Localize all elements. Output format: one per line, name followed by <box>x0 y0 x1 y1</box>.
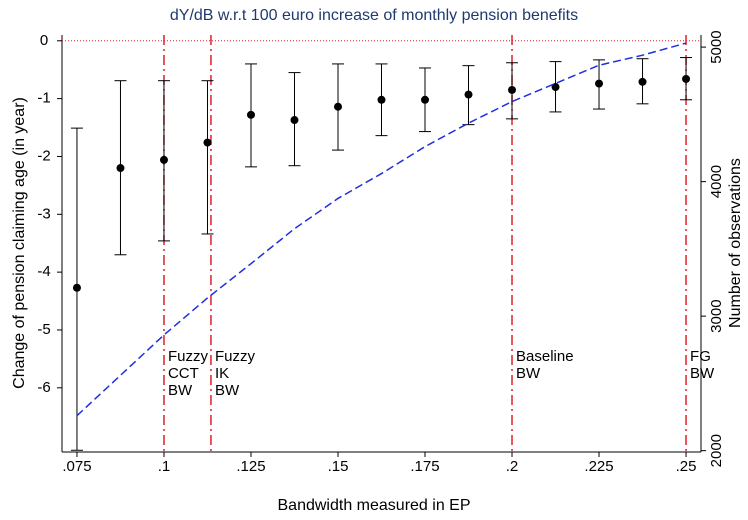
point <box>333 102 342 111</box>
y2-axis-label: Number of observations <box>727 158 744 328</box>
y2-tick-label: 4000 <box>708 165 725 198</box>
line <box>76 42 687 417</box>
point <box>421 95 430 104</box>
x-tick-label: .225 <box>584 458 613 475</box>
chart-title: dY/dB w.r.t 100 euro increase of monthly… <box>170 7 578 24</box>
x-tick-label: .075 <box>62 458 91 475</box>
annotation: Baseline <box>516 348 574 365</box>
annotation: FG <box>690 348 711 365</box>
annotation: CCT <box>168 365 199 382</box>
annotation: Fuzzy <box>168 348 209 365</box>
y-tick-label: -6 <box>37 379 50 396</box>
y-tick-label: 0 <box>40 32 48 49</box>
point <box>116 164 125 173</box>
point <box>595 79 604 88</box>
point <box>464 90 473 99</box>
point <box>203 138 212 147</box>
point <box>377 95 386 104</box>
annotation: BW <box>168 382 193 399</box>
point <box>682 74 691 83</box>
annotation: IK <box>215 365 229 382</box>
y2-tick-label: 5000 <box>708 30 725 63</box>
x-tick-label: .175 <box>410 458 439 475</box>
annotation: Fuzzy <box>215 348 256 365</box>
y2-tick-label: 3000 <box>708 299 725 332</box>
y-tick-label: -2 <box>37 147 50 164</box>
x-tick-label: .1 <box>158 458 171 475</box>
x-tick-label: .125 <box>236 458 265 475</box>
annotation: BW <box>690 365 715 382</box>
y2-tick-label: 2000 <box>708 434 725 467</box>
y-tick-label: -4 <box>37 263 50 280</box>
y-tick-label: -5 <box>37 321 50 338</box>
point <box>290 116 299 125</box>
x-tick-label: .15 <box>328 458 349 475</box>
point <box>159 155 168 164</box>
point <box>508 85 517 94</box>
y-tick-label: -3 <box>37 205 50 222</box>
point <box>638 77 647 86</box>
point <box>72 283 81 292</box>
annotation: BW <box>516 365 541 382</box>
x-tick-label: .25 <box>676 458 697 475</box>
y-axis-label: Change of pension claiming age (in year) <box>11 97 28 389</box>
annotation: BW <box>215 382 240 399</box>
x-tick-label: .2 <box>506 458 519 475</box>
y-tick-label: -1 <box>37 90 50 107</box>
x-axis-label: Bandwidth measured in EP <box>278 497 471 514</box>
point <box>246 110 255 119</box>
